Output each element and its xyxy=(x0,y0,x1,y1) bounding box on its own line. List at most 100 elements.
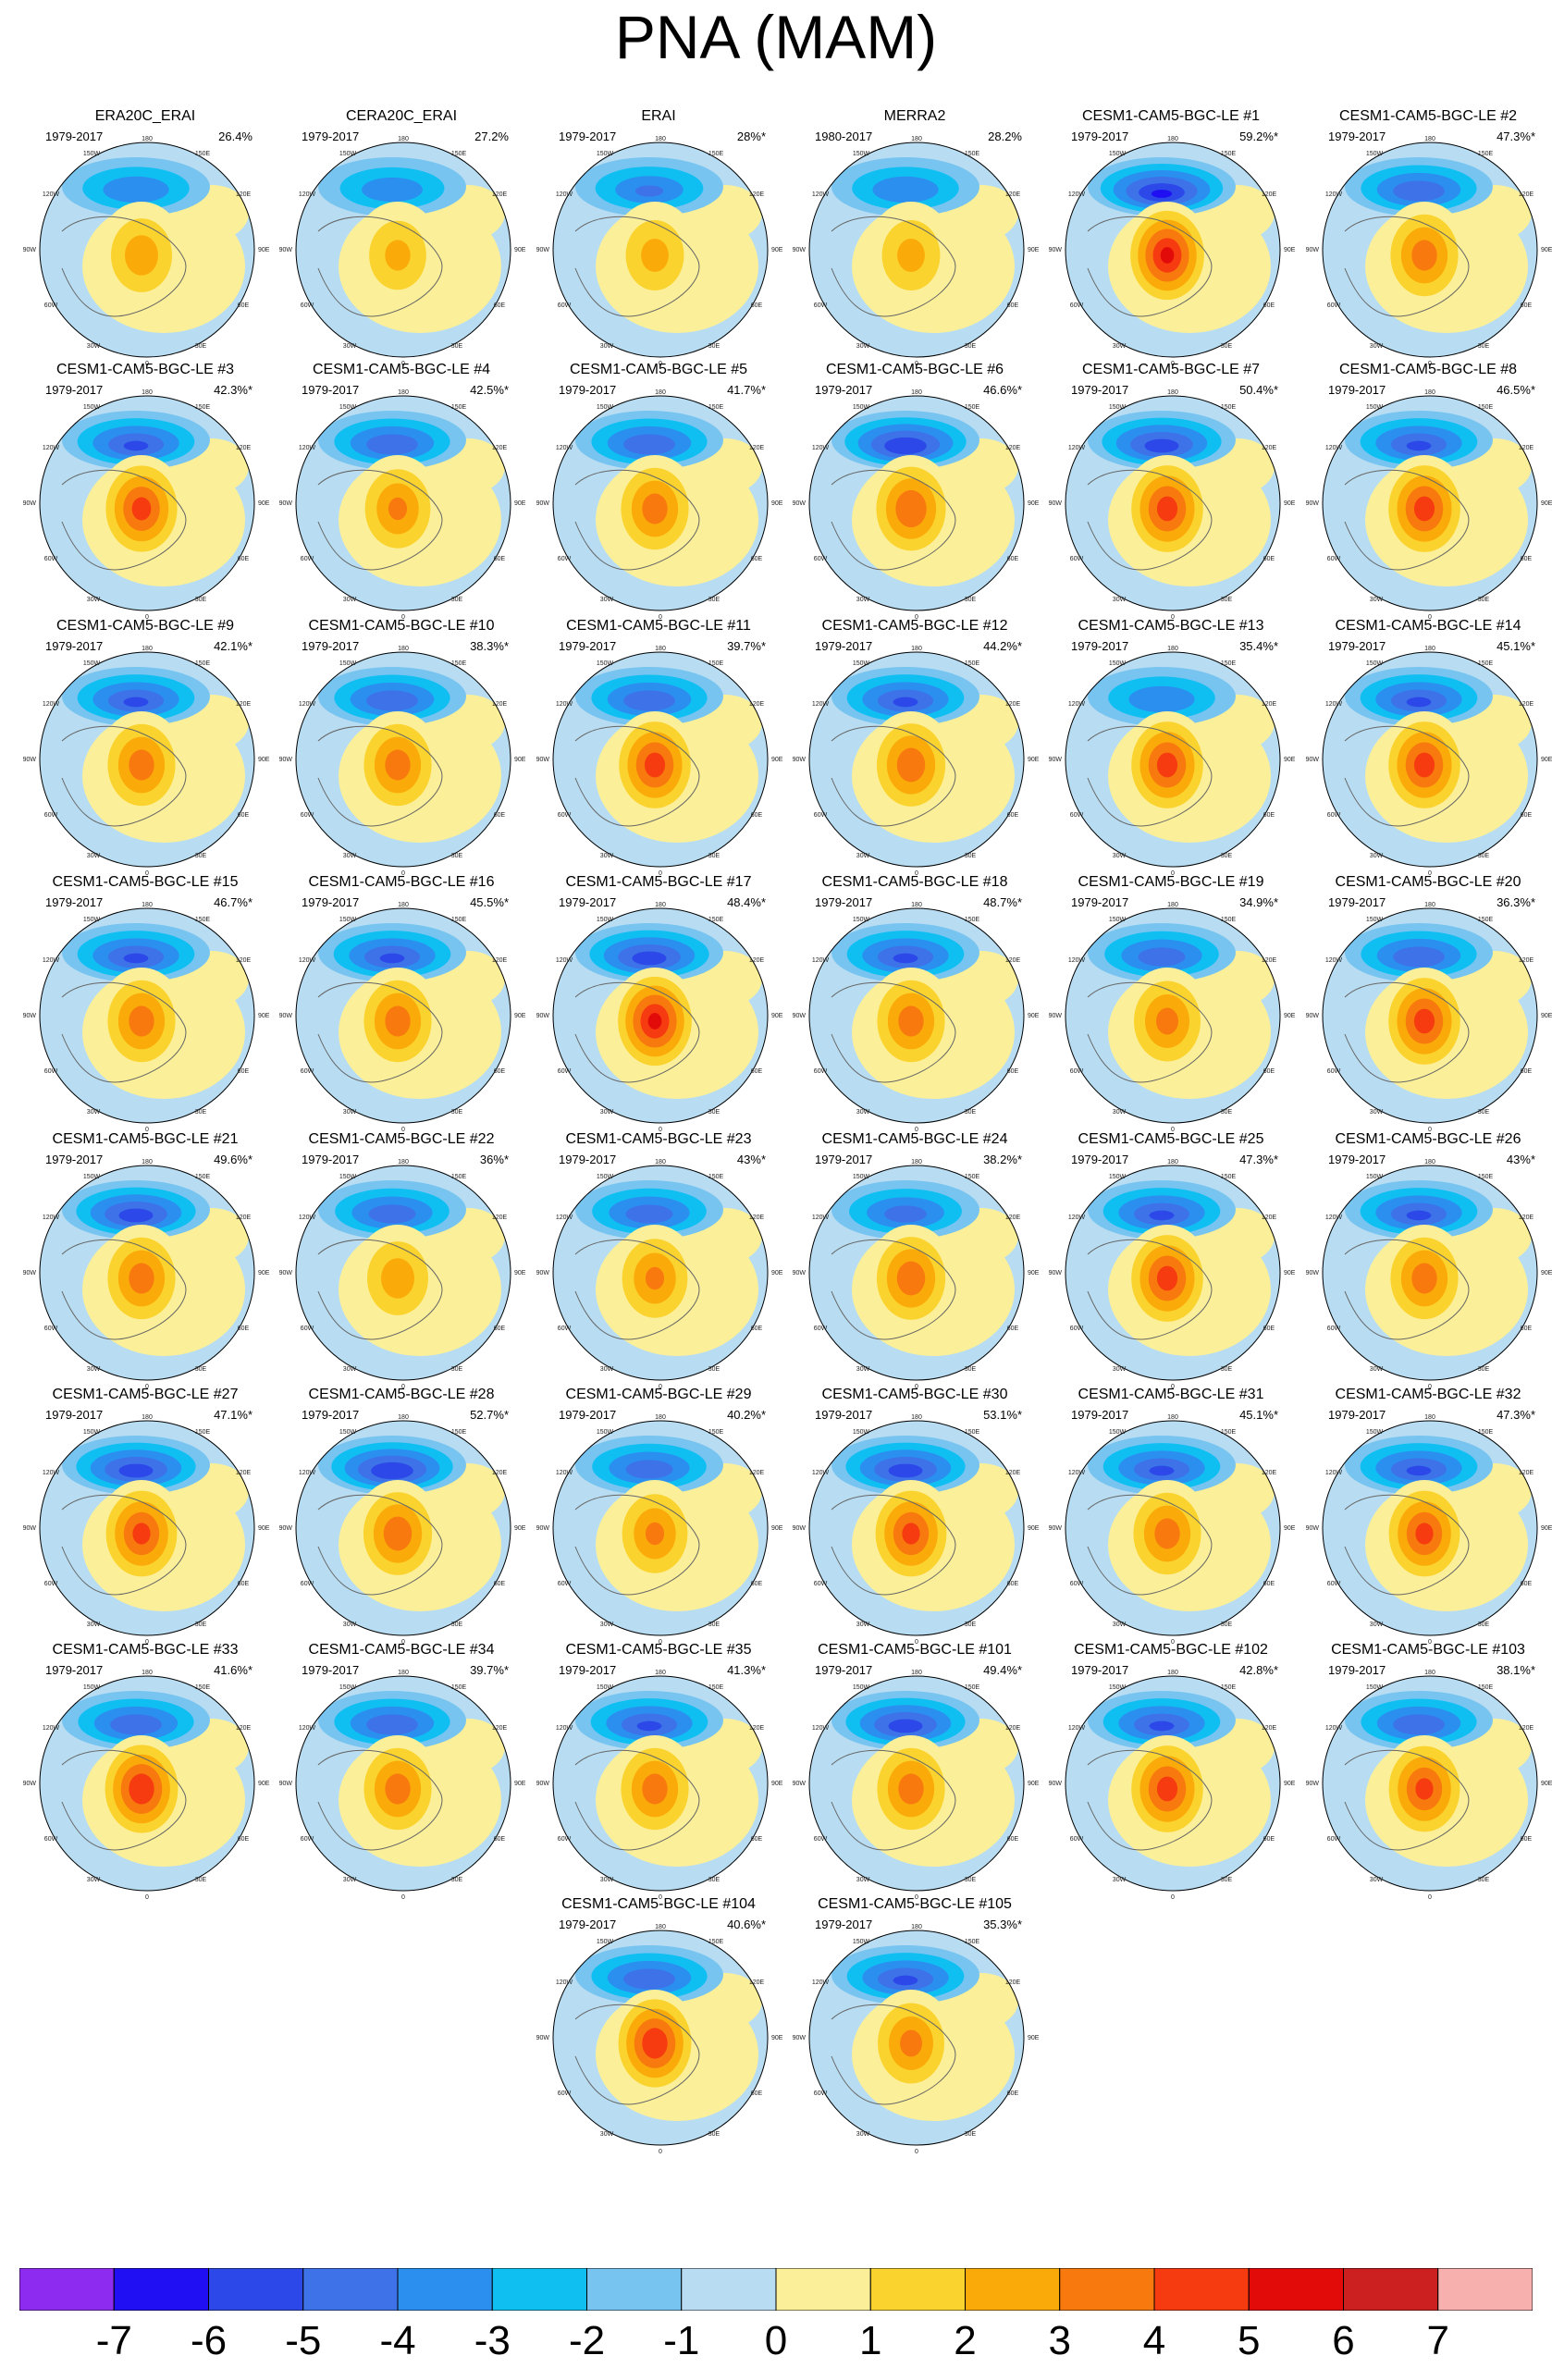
longitude-label: 150W xyxy=(1109,917,1127,923)
longitude-label: 30E xyxy=(451,1109,463,1116)
longitude-label: 90E xyxy=(1028,500,1040,507)
negative-anomaly-contour xyxy=(1128,685,1195,713)
polar-map: 180 150W 150E 120W 120E 90W 90E 60W 60E 30W 30E 0 xyxy=(23,389,270,621)
panel-explained-variance: 46.7%* xyxy=(214,895,253,909)
panel-period: 1979-2017 xyxy=(815,1918,873,1931)
longitude-label: 0 xyxy=(1428,1894,1432,1901)
map-boundary xyxy=(1065,395,1281,611)
longitude-label: 60E xyxy=(1263,812,1275,819)
longitude-label: 30W xyxy=(600,1366,614,1373)
panel-title: CESM1-CAM5-BGC-LE #21 xyxy=(52,1131,239,1147)
longitude-label: 0 xyxy=(401,870,405,877)
longitude-label: 120E xyxy=(1262,1215,1277,1221)
longitude-label: 180 xyxy=(911,389,922,396)
map-panel: 180 150W 150E 120W 120E 90W 90E 60W 60E 30W 30E 0 CE… xyxy=(787,1895,1042,2164)
polar-map: 180 150W 150E 120W 120E 90W 90E 60W 60E 30W 30E 0 xyxy=(279,646,526,877)
longitude-label: 30E xyxy=(451,1366,463,1373)
longitude-label: 60W xyxy=(814,2090,828,2097)
coastline xyxy=(61,725,187,827)
longitude-label: 60E xyxy=(494,1836,506,1843)
map-panel: 180 150W 150E 120W 120E 90W 90E 60W 60E 30W 30E 0 CE… xyxy=(1043,617,1299,885)
polar-map: 180 150W 150E 120W 120E 90W 90E 60W 60E 30W 30E 0 xyxy=(1306,389,1552,621)
field-anomaly xyxy=(296,1165,511,1380)
positive-anomaly-contour xyxy=(642,1773,668,1805)
panel-explained-variance: 53.1%* xyxy=(983,1408,1022,1422)
longitude-label: 30W xyxy=(600,1622,614,1628)
longitude-label: 60E xyxy=(1521,556,1533,562)
longitude-label: 150W xyxy=(1109,404,1127,411)
coastline xyxy=(317,1494,443,1596)
longitude-label: 150W xyxy=(1109,1429,1127,1436)
panel-explained-variance: 38.2%* xyxy=(983,1153,1022,1166)
longitude-label: 30W xyxy=(1113,853,1127,859)
field-anomaly xyxy=(809,652,1024,867)
colorbar-tick-label: -6 xyxy=(190,2318,228,2363)
longitude-label: 150E xyxy=(965,1939,980,1945)
longitude-label: 150E xyxy=(965,1684,980,1691)
map-boundary xyxy=(295,651,511,868)
positive-anomaly-contour xyxy=(895,489,927,528)
longitude-label: 150E xyxy=(1478,1684,1494,1691)
map-boundary xyxy=(808,1930,1025,2146)
polar-map: 180 150W 150E 120W 120E 90W 90E 60W 60E 30W 30E 0 xyxy=(793,389,1040,621)
longitude-label: 30W xyxy=(856,1622,870,1628)
panel-title: CESM1-CAM5-BGC-LE #7 xyxy=(1081,362,1261,377)
map-panel: 180 150W 150E 120W 120E 90W 90E 60W 60E 30W 30E 0 CE… xyxy=(274,1386,529,1654)
longitude-label: 120W xyxy=(556,1725,573,1732)
map-panel: 180 150W 150E 120W 120E 90W 90E 60W 60E 30W 30E 0 CE… xyxy=(18,1386,273,1654)
positive-anomaly-contour xyxy=(129,1773,154,1805)
longitude-label: 0 xyxy=(145,870,149,877)
longitude-label: 180 xyxy=(1424,1159,1435,1165)
longitude-label: 90W xyxy=(1049,247,1063,253)
longitude-label: 150E xyxy=(965,660,980,667)
field-anomaly xyxy=(1065,908,1280,1123)
longitude-label: 60W xyxy=(1327,1581,1341,1587)
positive-anomaly-contour xyxy=(129,749,154,781)
panel-title: CESM1-CAM5-BGC-LE #8 xyxy=(1338,362,1518,377)
longitude-label: 30W xyxy=(1370,1877,1384,1883)
positive-anomaly-contour xyxy=(1413,496,1435,522)
longitude-label: 30W xyxy=(1370,853,1384,859)
longitude-label: 90E xyxy=(1028,757,1040,763)
map-panel: 180 150W 150E 120W 120E 90W 90E 60W 60E 30W 30E 0 CE… xyxy=(274,873,529,1141)
longitude-label: 60W xyxy=(301,812,314,819)
field-anomaly xyxy=(1323,1165,1537,1380)
field-anomaly xyxy=(1323,396,1537,610)
longitude-label: 180 xyxy=(142,646,153,652)
panel-explained-variance: 38.3%* xyxy=(470,639,509,653)
field-anomaly xyxy=(809,396,1024,610)
longitude-label: 0 xyxy=(915,1894,918,1901)
longitude-label: 120W xyxy=(43,445,60,451)
coastline xyxy=(317,469,443,571)
map-boundary xyxy=(1322,1420,1538,1636)
positive-anomaly-contour xyxy=(1160,247,1175,264)
coastline xyxy=(317,981,443,1083)
longitude-label: 150W xyxy=(1109,1174,1127,1180)
polar-map: 180 150W 150E 120W 120E 90W 90E 60W 60E 30W 30E 0 xyxy=(1306,902,1552,1133)
panel-explained-variance: 41.3%* xyxy=(727,1663,766,1677)
positive-anomaly-contour xyxy=(1156,1007,1178,1035)
longitude-label: 60E xyxy=(751,1581,763,1587)
map-panel: 180 150W 150E 120W 120E 90W 90E 60W 60E 30W 30E 0 CE… xyxy=(1043,1641,1299,1909)
negative-anomaly-contour xyxy=(888,1719,923,1733)
longitude-label: 30E xyxy=(1221,343,1233,350)
longitude-label: 60E xyxy=(751,2090,763,2097)
panel-period: 1979-2017 xyxy=(559,895,617,909)
longitude-label: 120W xyxy=(556,957,573,964)
panel-period: 1979-2017 xyxy=(45,129,104,143)
longitude-label: 90E xyxy=(1541,1525,1552,1532)
panel-period: 1979-2017 xyxy=(45,1408,104,1422)
negative-anomaly-contour xyxy=(103,176,169,203)
longitude-label: 60W xyxy=(814,1836,828,1843)
longitude-label: 0 xyxy=(915,614,918,621)
panel-title: CESM1-CAM5-BGC-LE #35 xyxy=(565,1642,752,1658)
longitude-label: 180 xyxy=(911,1670,922,1676)
polar-map: 180 150W 150E 120W 120E 90W 90E 60W 60E 30W 30E 0 xyxy=(1306,1414,1552,1646)
longitude-label: 0 xyxy=(401,1639,405,1646)
longitude-label: 60W xyxy=(301,1836,314,1843)
map-boundary xyxy=(552,1165,769,1381)
longitude-label: 30W xyxy=(343,343,357,350)
panel-explained-variance: 38.1%* xyxy=(1497,1663,1535,1677)
longitude-label: 60W xyxy=(558,2090,572,2097)
panel-title: CESM1-CAM5-BGC-LE #103 xyxy=(1331,1642,1525,1658)
